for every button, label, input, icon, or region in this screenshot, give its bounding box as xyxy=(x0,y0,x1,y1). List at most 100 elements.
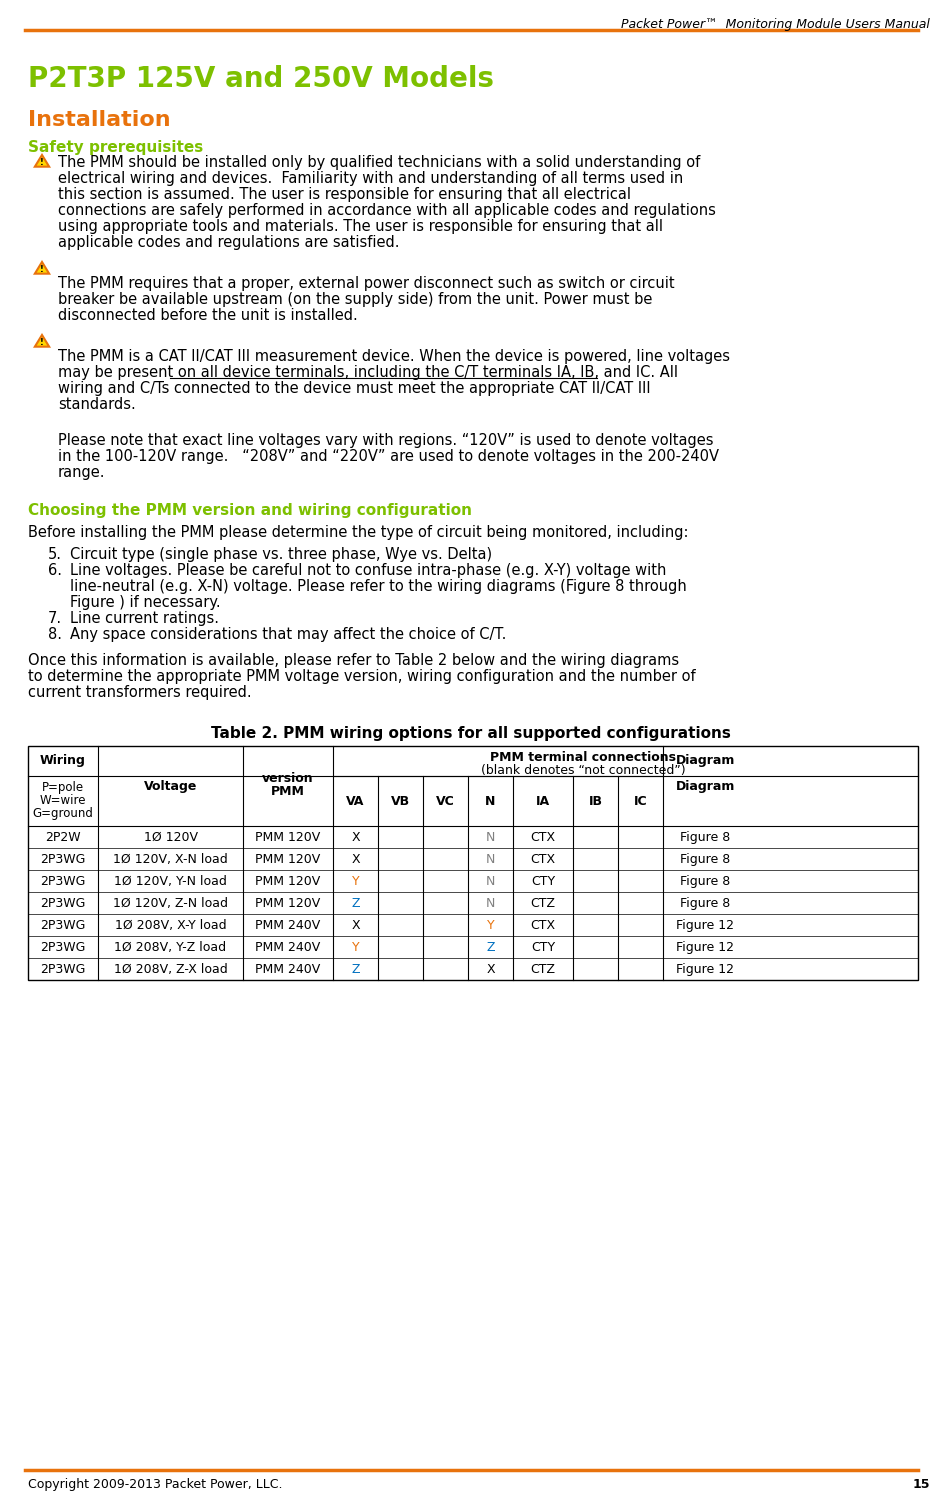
Text: Y: Y xyxy=(352,941,359,953)
Text: PMM 120V: PMM 120V xyxy=(256,896,321,910)
Text: Z: Z xyxy=(487,941,495,953)
Text: N: N xyxy=(486,794,496,808)
Text: Table 2. PMM wiring options for all supported configurations: Table 2. PMM wiring options for all supp… xyxy=(211,726,731,741)
Text: VC: VC xyxy=(436,794,455,808)
Text: breaker be available upstream (on the supply side) from the unit. Power must be: breaker be available upstream (on the su… xyxy=(58,292,653,307)
Text: PMM 240V: PMM 240V xyxy=(256,941,321,953)
Text: !: ! xyxy=(40,338,44,347)
Text: applicable codes and regulations are satisfied.: applicable codes and regulations are sat… xyxy=(58,235,400,250)
Text: 1Ø 120V: 1Ø 120V xyxy=(143,830,197,844)
Text: current transformers required.: current transformers required. xyxy=(28,685,252,700)
Text: P=pole: P=pole xyxy=(41,781,84,794)
Text: Figure 12: Figure 12 xyxy=(676,919,735,932)
Text: PMM terminal connections: PMM terminal connections xyxy=(490,751,676,764)
Text: W=wire: W=wire xyxy=(40,794,86,806)
Text: standards.: standards. xyxy=(58,396,136,411)
Polygon shape xyxy=(35,262,49,274)
Text: Figure 12: Figure 12 xyxy=(676,962,735,975)
Text: Line current ratings.: Line current ratings. xyxy=(70,610,219,625)
Text: Any space considerations that may affect the choice of C/T.: Any space considerations that may affect… xyxy=(70,627,506,642)
Text: 2P3WG: 2P3WG xyxy=(41,896,86,910)
Text: Before installing the PMM please determine the type of circuit being monitored, : Before installing the PMM please determi… xyxy=(28,525,688,540)
Text: Figure 8: Figure 8 xyxy=(681,875,731,887)
Text: Choosing the PMM version and wiring configuration: Choosing the PMM version and wiring conf… xyxy=(28,503,472,518)
Text: N: N xyxy=(486,896,495,910)
Text: CTX: CTX xyxy=(530,919,555,932)
Text: PMM 240V: PMM 240V xyxy=(256,962,321,975)
Text: this section is assumed. The user is responsible for ensuring that all electrica: this section is assumed. The user is res… xyxy=(58,187,631,202)
Text: CTZ: CTZ xyxy=(531,962,555,975)
Text: electrical wiring and devices.  Familiarity with and understanding of all terms : electrical wiring and devices. Familiari… xyxy=(58,171,684,186)
Text: Y: Y xyxy=(352,875,359,887)
Text: Z: Z xyxy=(351,962,359,975)
Text: 2P3WG: 2P3WG xyxy=(41,875,86,887)
Text: using appropriate tools and materials. The user is responsible for ensuring that: using appropriate tools and materials. T… xyxy=(58,218,663,233)
Text: version: version xyxy=(262,772,314,784)
Text: in the 100-120V range.   “208V” and “220V” are used to denote voltages in the 20: in the 100-120V range. “208V” and “220V”… xyxy=(58,449,719,464)
Text: Wiring: Wiring xyxy=(40,754,86,767)
Text: to determine the appropriate PMM voltage version, wiring configuration and the n: to determine the appropriate PMM voltage… xyxy=(28,669,696,684)
Text: line-neutral (e.g. X-N) voltage. Please refer to the wiring diagrams (Figure 8 t: line-neutral (e.g. X-N) voltage. Please … xyxy=(70,579,687,594)
Bar xyxy=(28,747,918,980)
Text: 2P3WG: 2P3WG xyxy=(41,919,86,932)
Text: 1Ø 208V, Y-Z load: 1Ø 208V, Y-Z load xyxy=(114,941,226,953)
Text: Diagram: Diagram xyxy=(676,754,736,767)
Text: Figure 12: Figure 12 xyxy=(676,941,735,953)
Text: !: ! xyxy=(40,265,44,274)
Text: 1Ø 120V, X-N load: 1Ø 120V, X-N load xyxy=(113,853,228,866)
Text: PMM: PMM xyxy=(271,784,305,797)
Text: 2P3WG: 2P3WG xyxy=(41,853,86,866)
Text: The PMM requires that a proper, external power disconnect such as switch or circ: The PMM requires that a proper, external… xyxy=(58,275,674,292)
Text: 6.: 6. xyxy=(48,562,62,577)
Text: !: ! xyxy=(40,159,44,168)
Text: range.: range. xyxy=(58,465,106,480)
Text: CTX: CTX xyxy=(530,830,555,844)
Text: Circuit type (single phase vs. three phase, Wye vs. Delta): Circuit type (single phase vs. three pha… xyxy=(70,548,492,562)
Text: Once this information is available, please refer to Table 2 below and the wiring: Once this information is available, plea… xyxy=(28,652,679,669)
Text: Diagram: Diagram xyxy=(676,779,736,793)
Text: CTX: CTX xyxy=(530,853,555,866)
Text: 15: 15 xyxy=(913,1478,930,1492)
Text: (blank denotes “not connected”): (blank denotes “not connected”) xyxy=(481,764,686,776)
Text: Copyright 2009-2013 Packet Power, LLC.: Copyright 2009-2013 Packet Power, LLC. xyxy=(28,1478,283,1492)
Text: 7.: 7. xyxy=(48,610,62,625)
Text: CTZ: CTZ xyxy=(531,896,555,910)
Text: 2P3WG: 2P3WG xyxy=(41,941,86,953)
Text: Safety prerequisites: Safety prerequisites xyxy=(28,141,204,156)
Text: X: X xyxy=(351,919,360,932)
Text: IB: IB xyxy=(588,794,603,808)
Text: 8.: 8. xyxy=(48,627,62,642)
Text: X: X xyxy=(351,853,360,866)
Text: 1Ø 208V, Z-X load: 1Ø 208V, Z-X load xyxy=(113,962,227,975)
Text: 5.: 5. xyxy=(48,548,62,562)
Text: 1Ø 208V, X-Y load: 1Ø 208V, X-Y load xyxy=(115,919,226,932)
Text: X: X xyxy=(351,830,360,844)
Text: N: N xyxy=(486,875,495,887)
Text: The PMM is a CAT II/CAT III measurement device. When the device is powered, line: The PMM is a CAT II/CAT III measurement … xyxy=(58,349,730,364)
Text: N: N xyxy=(486,830,495,844)
Text: CTY: CTY xyxy=(531,875,555,887)
Polygon shape xyxy=(35,156,49,166)
Text: P2T3P 125V and 250V Models: P2T3P 125V and 250V Models xyxy=(28,64,494,93)
Text: IC: IC xyxy=(634,794,647,808)
Text: 2P3WG: 2P3WG xyxy=(41,962,86,975)
Text: 1Ø 120V, Y-N load: 1Ø 120V, Y-N load xyxy=(114,875,227,887)
Text: X: X xyxy=(487,962,495,975)
Text: PMM 120V: PMM 120V xyxy=(256,830,321,844)
Polygon shape xyxy=(35,335,49,347)
Text: wiring and C/Ts connected to the device must meet the appropriate CAT II/CAT III: wiring and C/Ts connected to the device … xyxy=(58,381,651,396)
Text: Packet Power™  Monitoring Module Users Manual: Packet Power™ Monitoring Module Users Ma… xyxy=(621,18,930,31)
Text: VB: VB xyxy=(391,794,410,808)
Text: CTY: CTY xyxy=(531,941,555,953)
Text: 2P2W: 2P2W xyxy=(45,830,81,844)
Text: 1Ø 120V, Z-N load: 1Ø 120V, Z-N load xyxy=(113,896,228,910)
Text: Installation: Installation xyxy=(28,111,171,130)
Text: may be present on all device terminals, including the C/T terminals IA, IB, and : may be present on all device terminals, … xyxy=(58,365,678,380)
Text: Figure ) if necessary.: Figure ) if necessary. xyxy=(70,595,221,610)
Text: Y: Y xyxy=(487,919,494,932)
Text: The PMM should be installed only by qualified technicians with a solid understan: The PMM should be installed only by qual… xyxy=(58,156,701,171)
Text: Voltage: Voltage xyxy=(144,779,197,793)
Text: disconnected before the unit is installed.: disconnected before the unit is installe… xyxy=(58,308,357,323)
Text: Figure 8: Figure 8 xyxy=(681,853,731,866)
Text: connections are safely performed in accordance with all applicable codes and reg: connections are safely performed in acco… xyxy=(58,203,716,218)
